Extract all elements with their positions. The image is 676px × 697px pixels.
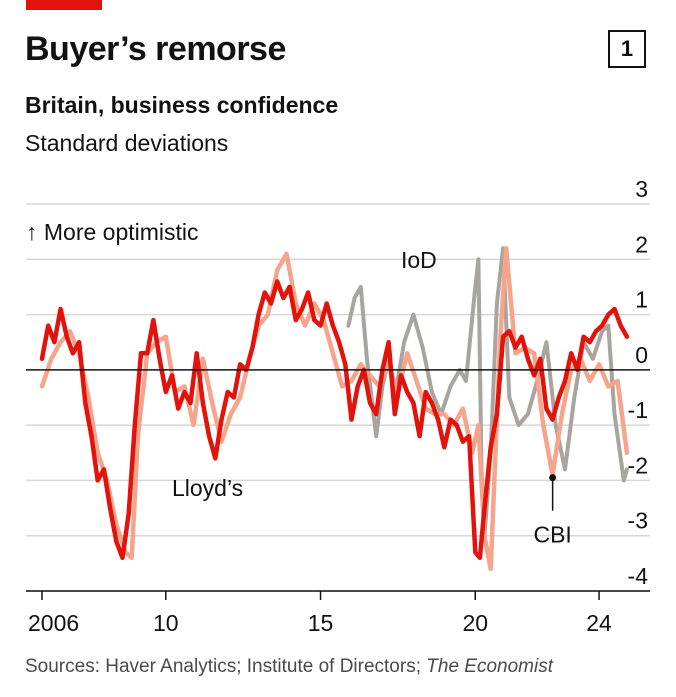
y-tick-label: 0	[635, 342, 648, 368]
lloyds-line	[39, 279, 630, 561]
cbi-point-marker	[549, 474, 557, 482]
chart-subtitle: Britain, business confidence	[25, 92, 339, 118]
x-tick-label: 20	[462, 610, 488, 636]
y-tick-label: 2	[635, 231, 648, 257]
source-note: Sources: Haver Analytics; Institute of D…	[25, 656, 553, 678]
series-lines	[26, 245, 650, 572]
chart-title: Buyer’s remorse	[25, 30, 286, 68]
unit-label: Standard deviations	[25, 130, 229, 156]
x-tick-label: 15	[308, 610, 334, 636]
x-tick-label: 2006	[28, 610, 79, 636]
y-tick-label: 1	[635, 287, 648, 313]
y-tick-label: 3	[635, 176, 648, 202]
chart-number-badge: 1	[608, 30, 646, 68]
more-optimistic-label: ↑ More optimistic	[26, 219, 199, 245]
y-tick-label: -2	[628, 452, 648, 478]
cbi-series-label: CBI	[533, 522, 571, 548]
y-axis-tick-labels: 3 2 1 0 -1 -2 -3 -4	[628, 176, 649, 589]
x-axis: 2006 10 15 20 24	[26, 590, 650, 636]
y-tick-label: -4	[628, 563, 649, 589]
x-tick-label: 24	[586, 610, 612, 636]
source-publication: The Economist	[426, 656, 553, 677]
lloyds-series-label: Lloyd’s	[172, 475, 243, 501]
source-text: Sources: Haver Analytics; Institute of D…	[25, 656, 427, 677]
y-tick-label: -1	[628, 397, 648, 423]
annotations: ↑ More optimistic IoD Lloyd’s CBI	[26, 219, 572, 548]
iod-series-label: IoD	[401, 247, 437, 273]
brand-accent-bar	[26, 0, 102, 10]
x-tick-label: 10	[153, 610, 179, 636]
y-tick-label: -3	[628, 508, 648, 534]
